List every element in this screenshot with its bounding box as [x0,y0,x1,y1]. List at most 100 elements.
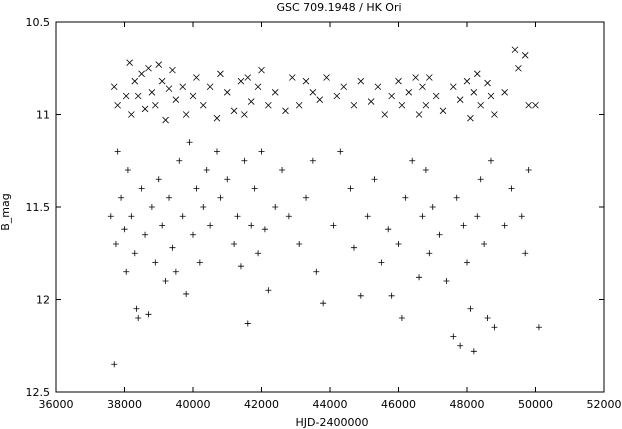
x-tick-label: 40000 [176,398,211,411]
data-point-x-marker [398,101,406,109]
data-point-x-marker [521,52,529,59]
x-tick-label: 42000 [244,398,279,411]
data-point-plus-marker [313,268,320,275]
data-point-x-marker [230,107,238,115]
data-point-plus-marker [183,290,190,297]
data-point-x-marker [193,74,200,81]
data-point-plus-marker [114,148,121,155]
data-point-x-marker [172,96,180,103]
data-point-plus-marker [350,244,357,251]
data-point-x-marker [456,96,464,103]
data-point-x-marker [145,64,152,72]
data-point-x-marker [271,89,279,96]
data-point-plus-marker [481,241,488,247]
data-point-x-marker [165,85,173,92]
x-tick-label: 36000 [39,398,74,411]
data-point-x-marker [515,64,522,72]
data-point-plus-marker [364,213,371,220]
x-tick-label: 50000 [518,398,553,411]
data-point-plus-marker [237,263,244,270]
data-point-x-marker [419,83,426,91]
data-point-plus-marker [213,148,220,155]
data-point-plus-marker [159,222,166,229]
data-point-plus-marker [123,268,130,275]
data-point-plus-marker [107,213,114,220]
data-point-x-marker [199,101,207,109]
chart-title: GSC 709.1948 / HK Ori [276,1,401,14]
data-point-x-marker [110,83,118,91]
data-point-plus-marker [285,213,292,220]
data-point-x-marker [254,83,262,91]
data-point-plus-marker [457,342,464,349]
data-point-x-marker [467,114,474,122]
data-point-x-marker [241,111,248,118]
data-point-plus-marker [186,139,193,146]
data-point-x-marker [388,92,395,100]
data-point-plus-marker [111,361,118,368]
data-point-plus-marker [309,157,316,164]
data-point-plus-marker [409,157,416,164]
x-tick-label: 38000 [107,398,142,411]
data-point-x-marker [473,70,481,78]
data-point-plus-marker [357,292,364,299]
data-point-x-marker [282,107,289,115]
data-point-plus-marker [179,213,186,220]
data-point-plus-marker [453,194,460,201]
data-point-x-marker [258,66,265,74]
data-point-x-marker [182,111,190,118]
data-point-plus-marker [422,167,429,173]
data-point-plus-marker [395,241,402,247]
data-point-x-marker [128,111,135,118]
data-point-x-marker [158,77,166,85]
data-point-plus-marker [203,167,210,173]
data-point-x-marker [289,74,296,81]
data-point-x-marker [422,101,430,109]
data-point-plus-marker [477,176,484,183]
data-point-plus-marker [518,213,525,220]
data-point-plus-marker [196,259,203,266]
data-point-x-marker [525,101,532,109]
data-point-x-marker [309,89,317,96]
data-point-plus-marker [231,241,238,247]
data-point-x-marker [381,111,389,118]
data-point-x-marker [511,46,519,54]
data-point-x-marker [357,77,365,85]
data-point-plus-marker [443,278,450,284]
y-axis-label: B_mag [0,193,12,231]
data-point-plus-marker [121,226,128,233]
data-point-x-marker [114,101,121,109]
y-axis: 10.5 11 11.5 12 12.5 [26,16,604,399]
data-point-plus-marker [131,250,138,257]
data-point-x-marker [470,89,478,96]
data-point-x-marker [131,77,139,85]
data-point-x-marker [412,74,419,81]
data-point-plus-marker [501,222,508,229]
data-point-x-marker [247,98,255,105]
data-point-x-marker [395,77,402,85]
x-tick-label: 44000 [313,398,348,411]
data-point-plus-marker [522,250,529,257]
data-point-plus-marker [138,185,145,192]
data-point-plus-marker [217,194,224,201]
x-axis-label: HJD-2400000 [296,416,369,429]
data-point-plus-marker [337,148,344,155]
data-point-plus-marker [467,305,474,312]
data-point-x-marker [223,89,231,96]
x-tick-label: 48000 [450,398,485,411]
data-point-plus-marker [371,176,378,183]
data-point-x-marker [323,74,330,81]
data-point-plus-marker [190,231,196,238]
data-point-plus-marker [265,287,272,294]
data-point-plus-marker [388,292,395,299]
data-point-plus-marker [320,300,327,307]
data-point-x-marker [134,92,142,100]
data-point-x-marker [439,107,447,115]
data-point-plus-marker [429,204,436,210]
data-point-plus-marker [169,244,176,251]
data-point-plus-marker [234,213,241,220]
data-point-x-marker [491,111,498,118]
data-point-plus-marker [398,315,405,321]
data-point-x-marker [350,101,358,109]
data-point-x-marker [244,74,252,81]
data-point-plus-marker [133,305,140,312]
